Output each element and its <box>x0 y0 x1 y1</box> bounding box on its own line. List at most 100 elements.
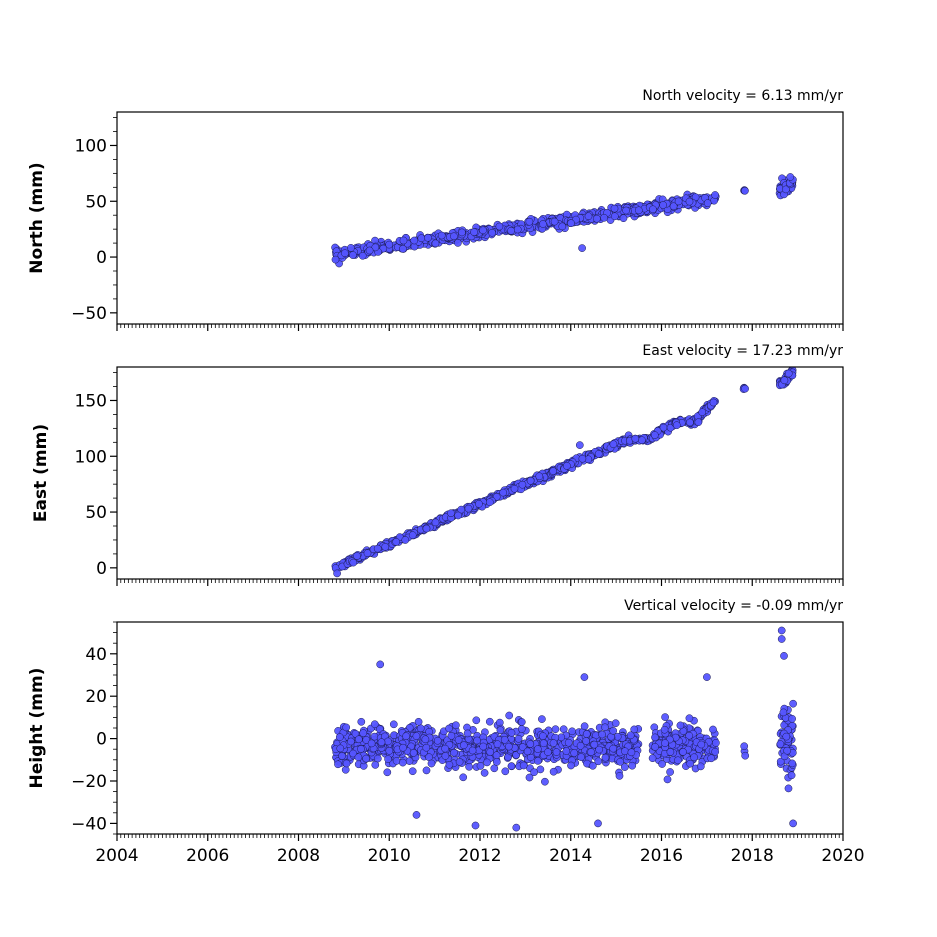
height-data-point <box>357 745 365 753</box>
north-data-point <box>347 244 355 252</box>
height-data-point <box>534 757 542 765</box>
height-data-point <box>780 652 788 660</box>
north-panel-title: North velocity = 6.13 mm/yr <box>642 88 843 104</box>
east-data-point <box>333 569 341 578</box>
height-data-point <box>783 746 792 755</box>
height-data-point <box>472 716 481 725</box>
height-data-point <box>445 724 453 733</box>
north-data-point <box>410 236 419 245</box>
height-data-point <box>696 762 705 771</box>
height-data-point <box>468 746 477 755</box>
height-data-point <box>471 821 480 830</box>
height-data-point <box>422 743 431 752</box>
height-data-point <box>422 766 431 775</box>
height-data-point <box>660 725 669 734</box>
height-data-point <box>433 736 442 745</box>
height-data-point <box>666 768 674 776</box>
east-data-point <box>535 472 544 481</box>
height-data-point <box>493 740 502 749</box>
east-data-point <box>447 509 455 518</box>
height-data-point <box>587 748 595 756</box>
east-data-point <box>363 549 372 558</box>
height-data-point <box>505 742 513 751</box>
east-x-minor-ticks <box>116 579 844 586</box>
height-data-point <box>676 721 685 730</box>
height-data-point <box>398 758 407 767</box>
east-data-point <box>464 504 473 513</box>
height-data-point <box>338 752 346 760</box>
east-data-point <box>609 440 618 449</box>
north-data-point <box>365 246 374 255</box>
north-data-point <box>550 217 559 226</box>
north-data-point <box>417 234 426 243</box>
height-y-tick-label: −40 <box>71 814 107 834</box>
height-data-point <box>517 718 526 726</box>
height-data-point <box>500 735 509 744</box>
height-data-point <box>594 757 603 766</box>
height-data-point <box>539 732 547 740</box>
height-data-point <box>789 819 797 828</box>
height-data-point <box>459 741 468 750</box>
east-data-point <box>594 450 603 458</box>
height-data-point <box>421 735 430 744</box>
height-data-point <box>480 769 489 777</box>
east-data-point <box>454 511 462 520</box>
height-y-tick-label: 20 <box>85 687 107 707</box>
height-data-point <box>354 753 363 762</box>
height-data-point <box>459 773 468 782</box>
height-data-point <box>788 714 796 723</box>
height-data-point <box>711 747 720 756</box>
height-data-point <box>570 749 579 757</box>
east-data-point <box>698 408 707 417</box>
east-data-point <box>694 418 703 427</box>
north-data-point <box>659 201 667 209</box>
height-data-point <box>367 739 376 748</box>
height-data-point <box>651 733 659 742</box>
east-panel: East velocity = 17.23 mm/yr East (mm) 0 5… <box>31 343 844 586</box>
height-data-point <box>485 717 494 726</box>
height-data-point <box>370 720 379 729</box>
height-data-point <box>628 761 637 770</box>
height-data-point <box>567 761 575 770</box>
east-y-tick-label: 150 <box>75 391 107 411</box>
height-data-point <box>384 737 392 746</box>
height-data-point <box>450 748 458 757</box>
height-data-point <box>512 823 521 832</box>
north-data-point <box>488 228 496 237</box>
height-data-point <box>784 784 793 793</box>
north-data-point <box>399 236 408 245</box>
east-data-point <box>392 538 401 546</box>
height-data-point <box>383 768 392 777</box>
east-data-point <box>518 480 527 489</box>
height-data-point <box>568 727 576 736</box>
height-data-point <box>740 742 749 751</box>
height-data-point <box>564 738 573 747</box>
height-data-point <box>588 761 597 770</box>
height-data-point <box>782 732 791 741</box>
height-data-point <box>741 751 750 760</box>
height-data-point <box>609 726 618 735</box>
height-data-point <box>371 761 380 769</box>
north-data-point <box>525 217 534 226</box>
height-data-point <box>479 742 488 751</box>
height-data-point <box>473 736 481 745</box>
north-data-point <box>610 204 619 213</box>
height-data-point <box>577 753 585 761</box>
height-data-point <box>507 762 516 770</box>
height-data-point <box>441 744 449 753</box>
height-data-point <box>441 752 450 760</box>
height-data-point <box>455 758 464 766</box>
height-data-point <box>663 775 672 784</box>
height-data-point <box>518 743 527 751</box>
north-data-point <box>578 244 586 252</box>
east-y-axis-label: East (mm) <box>31 424 51 522</box>
height-data-point <box>539 739 548 748</box>
north-data-point <box>558 222 567 231</box>
height-data-point <box>712 739 720 747</box>
east-data-point <box>526 476 535 485</box>
height-data-point <box>389 720 398 729</box>
north-data-point <box>331 255 340 264</box>
north-data-point <box>399 245 407 253</box>
